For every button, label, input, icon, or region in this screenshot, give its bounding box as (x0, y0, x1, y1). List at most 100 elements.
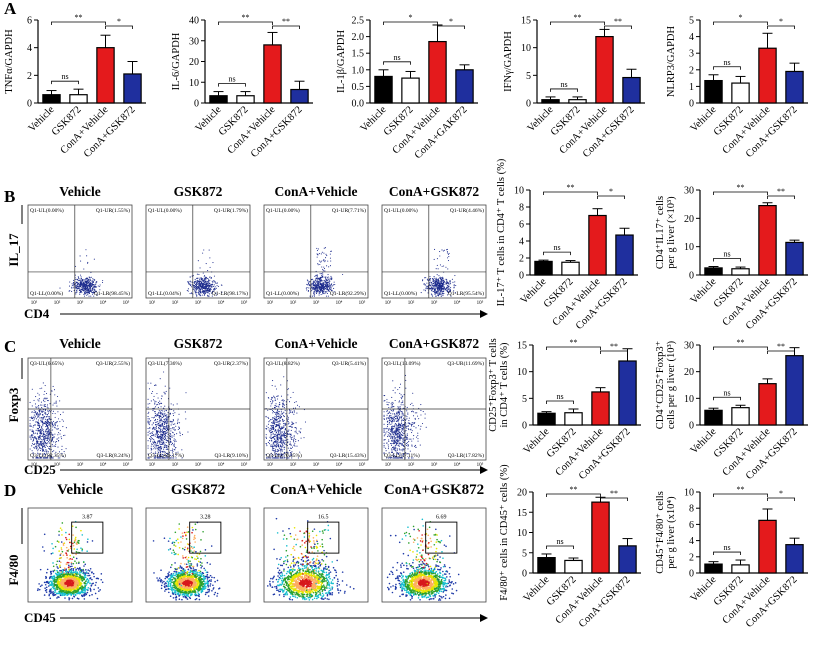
event-dot (400, 449, 402, 451)
event-dot (300, 428, 302, 430)
event-dot (208, 285, 210, 288)
event-dot (283, 425, 285, 427)
event-dot (276, 436, 278, 438)
event-dot (265, 436, 267, 438)
event-dot (202, 280, 204, 282)
event-dot (45, 424, 48, 426)
event-dot (411, 402, 413, 404)
event-dot (150, 419, 152, 422)
event-dot (72, 285, 74, 287)
event-dot (435, 290, 438, 292)
event-dot (307, 280, 309, 282)
event-dot (432, 284, 434, 286)
event-dot (331, 277, 333, 279)
event-dot (293, 438, 295, 440)
event-dot (65, 427, 67, 429)
event-dot (171, 436, 173, 438)
event-dot (433, 292, 435, 294)
event-dot (45, 435, 47, 437)
event-dot (394, 434, 396, 436)
event-dot (34, 423, 36, 426)
bar (428, 40, 447, 104)
event-dot (91, 293, 94, 295)
event-dot (329, 287, 331, 289)
event-dot (37, 427, 40, 430)
event-dot (270, 418, 272, 421)
sig-label: ns (560, 80, 567, 89)
event-dot (306, 289, 308, 291)
event-dot (282, 401, 284, 403)
event-dot (187, 288, 189, 290)
event-dot (90, 290, 92, 292)
event-dot (295, 422, 297, 424)
event-dot (281, 431, 283, 433)
event-dot (446, 252, 448, 254)
flow-title: GSK872 (174, 336, 223, 351)
event-dot (318, 292, 320, 295)
event-dot (407, 442, 409, 444)
event-dot (158, 423, 160, 425)
event-dot (333, 284, 335, 286)
quadrant-label: Q3-LR(15.43%) (330, 452, 366, 459)
event-dot (309, 285, 311, 287)
event-dot (281, 445, 283, 447)
event-dot (276, 398, 279, 400)
event-dot (35, 418, 38, 420)
event-dot (444, 288, 446, 290)
y-axis-label-line: TNFα/GAPDH (4, 29, 15, 94)
event-dot (169, 441, 171, 443)
event-dot (398, 426, 400, 428)
event-dot (401, 434, 403, 436)
event-dot (57, 428, 59, 430)
event-dot (388, 435, 390, 437)
event-dot (161, 436, 163, 438)
sig-label: ** (282, 17, 290, 26)
event-dot (420, 409, 422, 412)
event-dot (171, 448, 174, 450)
event-dot (399, 413, 401, 415)
event-dot (84, 279, 86, 281)
event-dot (321, 276, 323, 278)
sig-label: ** (610, 489, 618, 498)
event-dot (279, 434, 281, 436)
event-dot (321, 286, 323, 288)
event-dot (33, 446, 35, 449)
event-dot (207, 285, 209, 287)
event-dot (171, 442, 174, 444)
event-dot (41, 404, 43, 406)
bar (731, 407, 750, 426)
event-dot (391, 406, 393, 408)
flow-tick-label: 10¹ (31, 300, 38, 306)
y-tick-label: 0 (689, 569, 694, 580)
event-dot (409, 429, 411, 431)
event-dot (273, 447, 275, 450)
y-tick-label: 10 (684, 242, 694, 253)
event-dot (320, 282, 322, 285)
event-dot (173, 410, 175, 412)
event-dot (206, 285, 208, 287)
event-dot (426, 278, 428, 280)
sig-bracket (218, 83, 246, 87)
event-dot (283, 411, 285, 413)
event-dot (316, 253, 318, 255)
event-dot (44, 431, 46, 433)
event-dot (163, 410, 165, 412)
event-dot (397, 429, 399, 431)
y-tick-label: 6 (519, 220, 524, 231)
flow-tick-label: 10⁵ (477, 300, 484, 306)
event-dot (323, 290, 325, 292)
event-dot (39, 411, 41, 413)
sig-bracket (767, 350, 795, 354)
event-dot (324, 293, 326, 295)
event-dot (155, 446, 157, 448)
event-dot (282, 399, 284, 401)
event-dot (393, 443, 395, 445)
event-dot (314, 275, 316, 277)
event-dot (51, 437, 54, 439)
flow-tick-label: 10⁵ (477, 462, 484, 468)
event-dot (36, 443, 38, 445)
event-dot (47, 407, 49, 409)
event-dot (86, 277, 88, 279)
y-axis-label-line: per g liver (×10³) (666, 196, 677, 269)
